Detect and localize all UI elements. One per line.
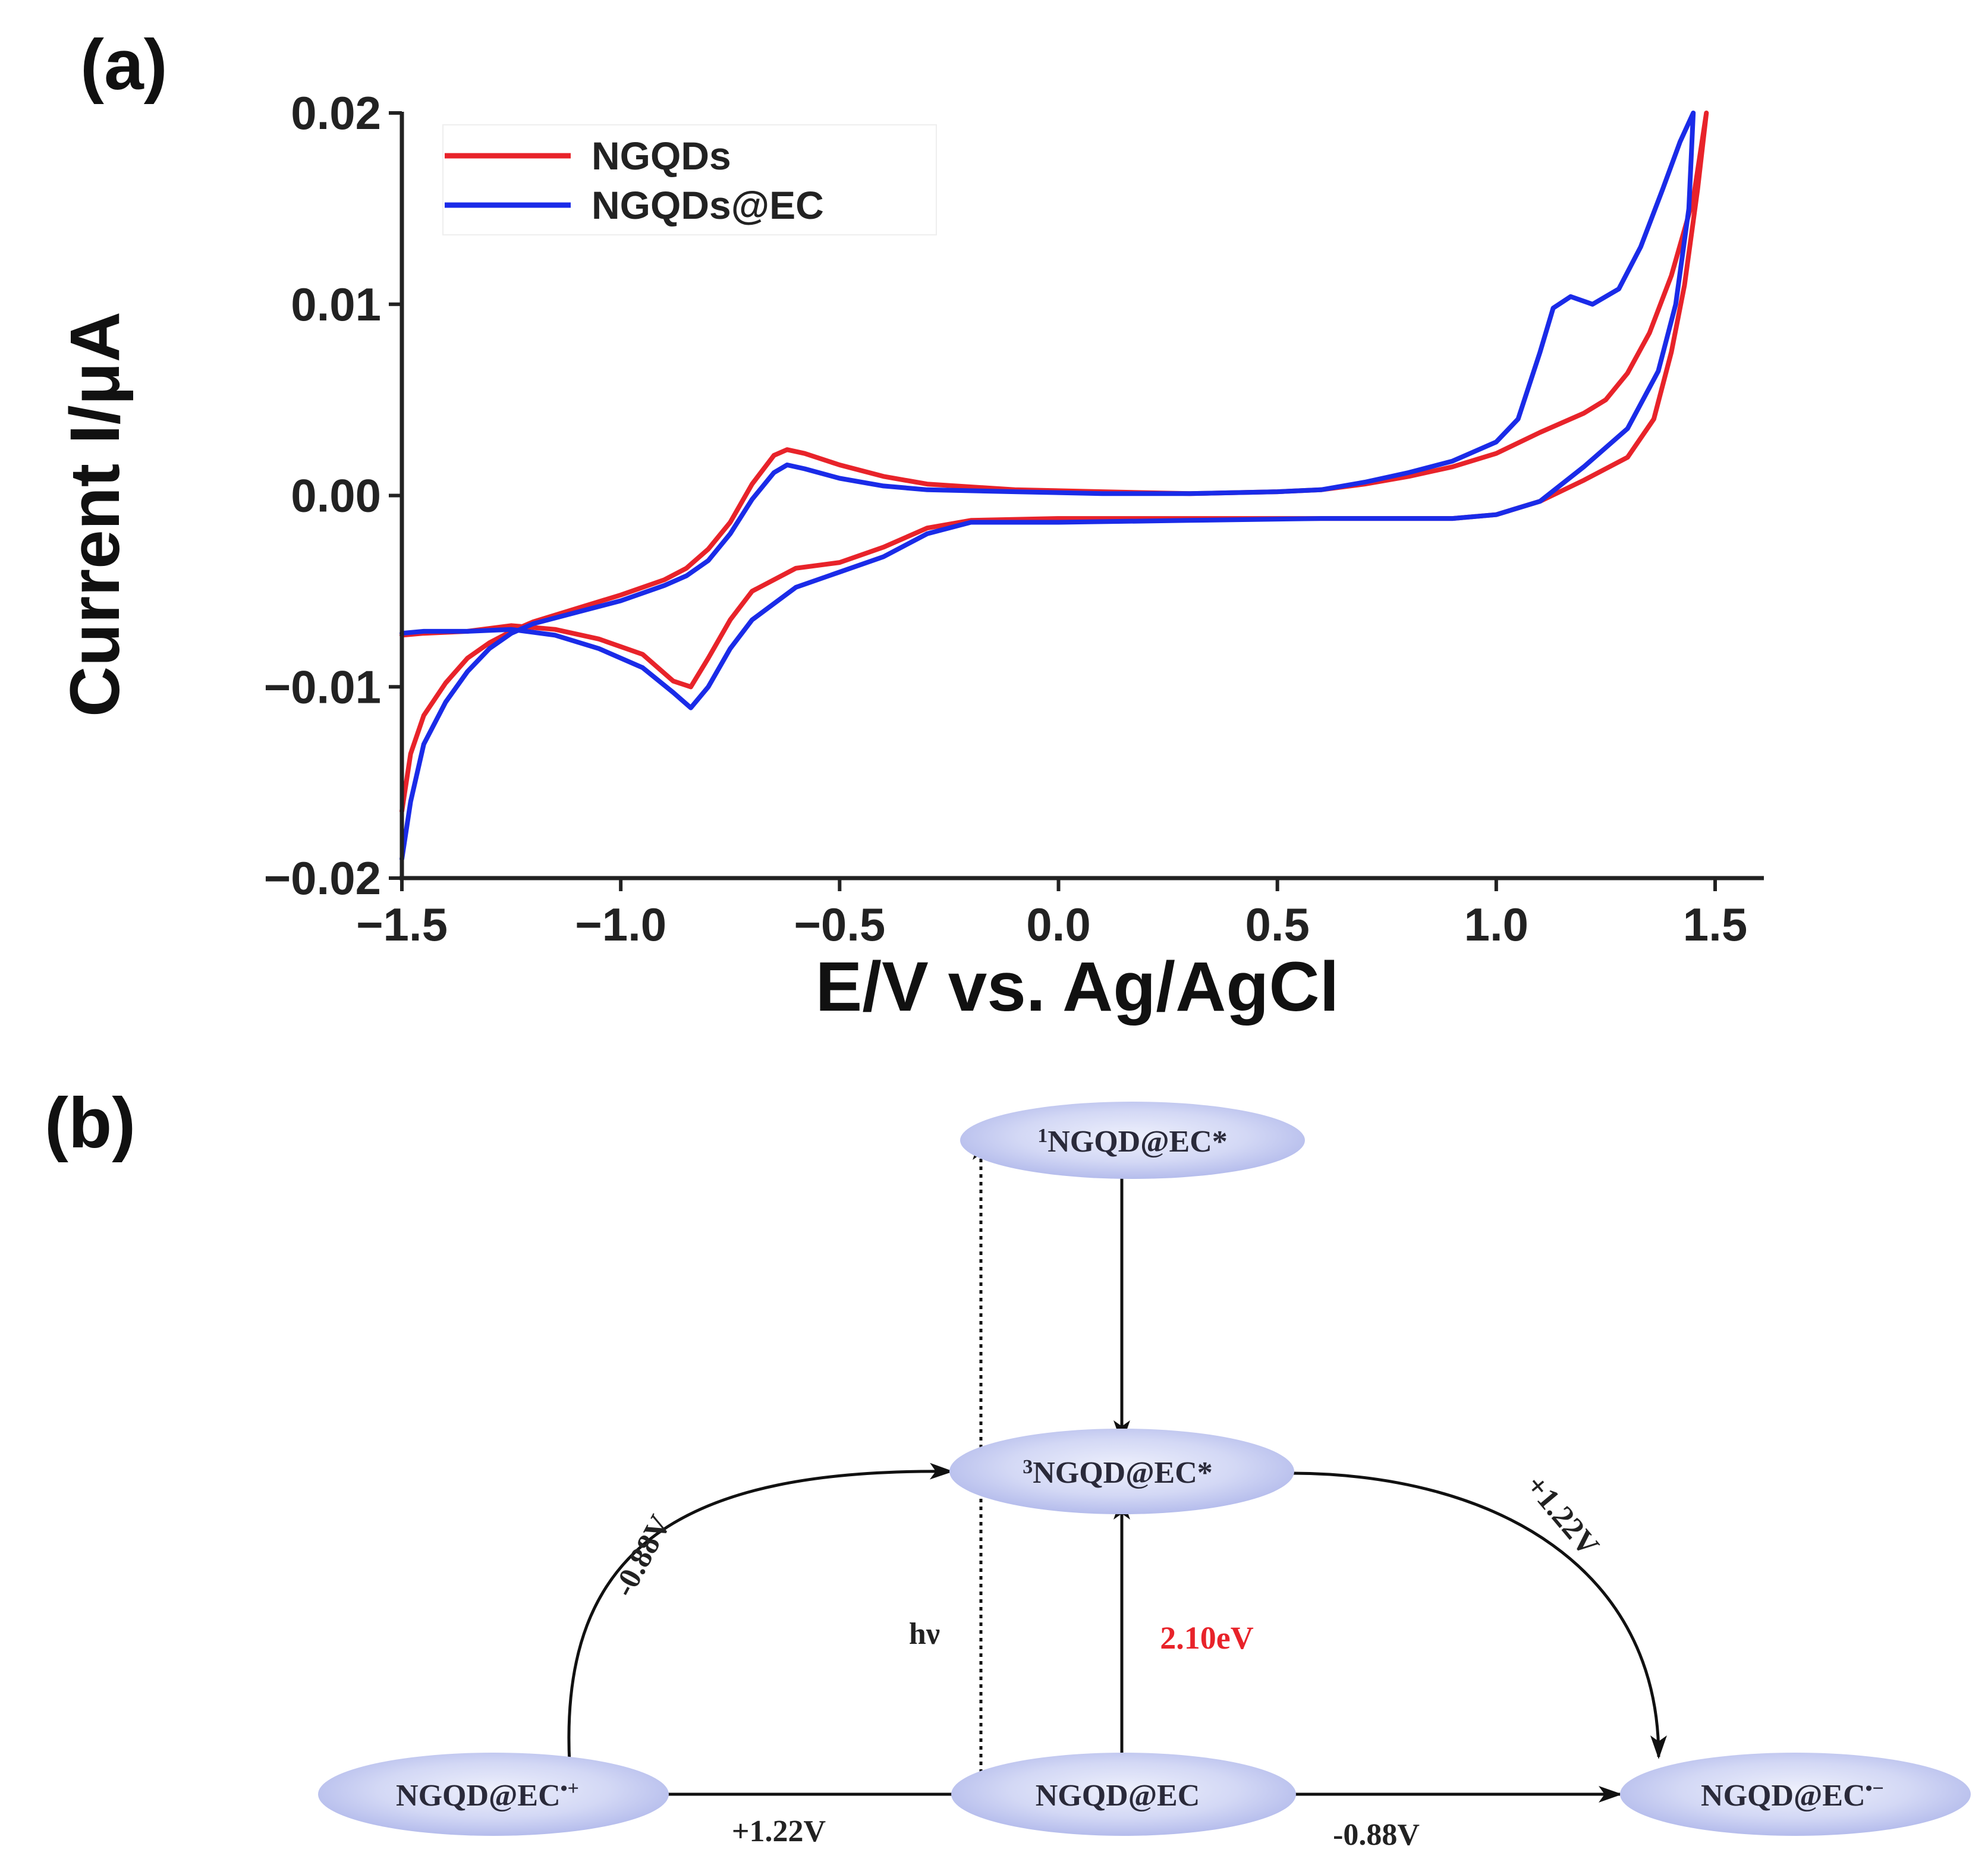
label-ground-to-anion: -0.88V [1333, 1818, 1420, 1852]
node-label: NGQD@EC* [1048, 1125, 1228, 1159]
svg-text:NGQD@EC•+: NGQD@EC•+ [396, 1778, 579, 1813]
label-triplet-to-anion: +1.22V [1519, 1468, 1605, 1562]
node-label: NGQD@EC [396, 1779, 561, 1813]
legend-box [442, 124, 937, 235]
arrow-triplet-to-anion [1292, 1471, 1667, 1759]
node-label: NGQD@EC [1036, 1779, 1200, 1813]
node-ellipse [1620, 1753, 1971, 1836]
x-tick-label: −1.5 [356, 898, 448, 951]
label-excitation: hν [909, 1617, 940, 1651]
cv-chart: −1.5 −1.0 −0.5 0.0 0.5 1.0 1.5 0.02 0.01 0.00 −0.0… [56, 87, 1764, 1026]
x-tick-label: 1.5 [1683, 898, 1747, 951]
svg-text:NGQD@EC•−: NGQD@EC•− [1701, 1778, 1884, 1813]
series-line-ngqds-ec [400, 111, 1696, 861]
node-singlet-excited: 1NGQD@EC* [960, 1102, 1305, 1179]
svg-text:1NGQD@EC*: 1NGQD@EC* [1037, 1125, 1228, 1159]
mechanism-diagram: 1NGQD@EC* 3NGQD@EC* NGQD@EC•+ NGQD@EC NG… [318, 1102, 1971, 1852]
x-tick-label: 0.5 [1245, 898, 1309, 951]
legend-label-ngqds: NGQDs [592, 134, 731, 178]
y-tick-label: 0.00 [291, 470, 381, 522]
series-layer [400, 111, 1709, 861]
node-ground-state: NGQD@EC [951, 1753, 1296, 1836]
label-energy-gap: 2.10eV [1160, 1620, 1253, 1656]
label-cation-to-ground: +1.22V [732, 1814, 826, 1848]
y-axis-title: Current I/μA [56, 312, 134, 717]
node-ellipse [318, 1753, 669, 1836]
node-superscript: 3 [1023, 1456, 1033, 1478]
node-label: NGQD@EC* [1033, 1456, 1213, 1490]
series-line-ngqds [400, 111, 1709, 814]
node-superscript: •− [1866, 1778, 1884, 1800]
arrow-cation-to-triplet [567, 1463, 954, 1763]
node-ellipse [949, 1429, 1294, 1514]
node-superscript: •+ [561, 1778, 579, 1800]
node-superscript: 1 [1037, 1125, 1048, 1147]
x-tick-label: −1.0 [575, 898, 666, 951]
x-tick-label: −0.5 [794, 898, 885, 951]
panel-b-label: (b) [45, 1083, 136, 1163]
y-tick-label: −0.01 [264, 661, 381, 713]
node-ellipse [960, 1102, 1305, 1179]
y-tick-label: 0.01 [291, 278, 381, 331]
legend: NGQDs NGQDs@EC [442, 124, 937, 235]
node-label: NGQD@EC [1701, 1779, 1866, 1813]
label-cation-to-triplet: -0.88V [607, 1509, 678, 1602]
svg-text:3NGQD@EC*: 3NGQD@EC* [1023, 1456, 1213, 1490]
y-tick-label: 0.02 [291, 87, 381, 139]
panel-a-label: (a) [80, 25, 168, 105]
x-tick-label: 0.0 [1026, 898, 1090, 951]
node-ellipse [951, 1753, 1296, 1836]
legend-label-ngqds-ec: NGQDs@EC [592, 183, 824, 227]
node-radical-anion: NGQD@EC•− [1620, 1753, 1971, 1836]
node-radical-cation: NGQD@EC•+ [318, 1753, 669, 1836]
y-tick-label: −0.02 [264, 852, 381, 904]
node-triplet-excited: 3NGQD@EC* [949, 1429, 1294, 1514]
x-axis-title: E/V vs. Ag/AgCl [816, 948, 1339, 1026]
ticks-layer: −1.5 −1.0 −0.5 0.0 0.5 1.0 1.5 0.02 0.01 0.00 −0.0… [264, 87, 1748, 951]
x-tick-label: 1.0 [1464, 898, 1528, 951]
